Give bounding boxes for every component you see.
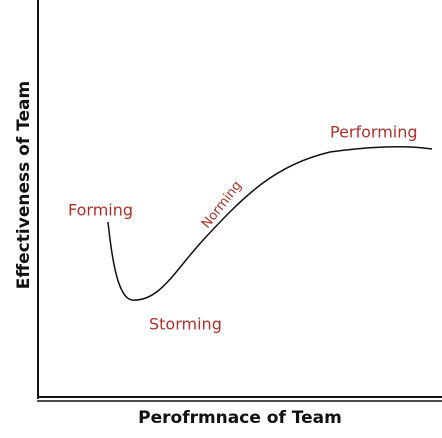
y-axis-title: Effectiveness of Team xyxy=(14,81,34,289)
team-curve xyxy=(107,145,433,301)
stage-label: Forming xyxy=(68,201,133,220)
x-axis-title: Perofrmnace of Team xyxy=(138,408,342,428)
stage-label: Storming xyxy=(149,315,222,334)
stage-label: Performing xyxy=(330,123,418,142)
